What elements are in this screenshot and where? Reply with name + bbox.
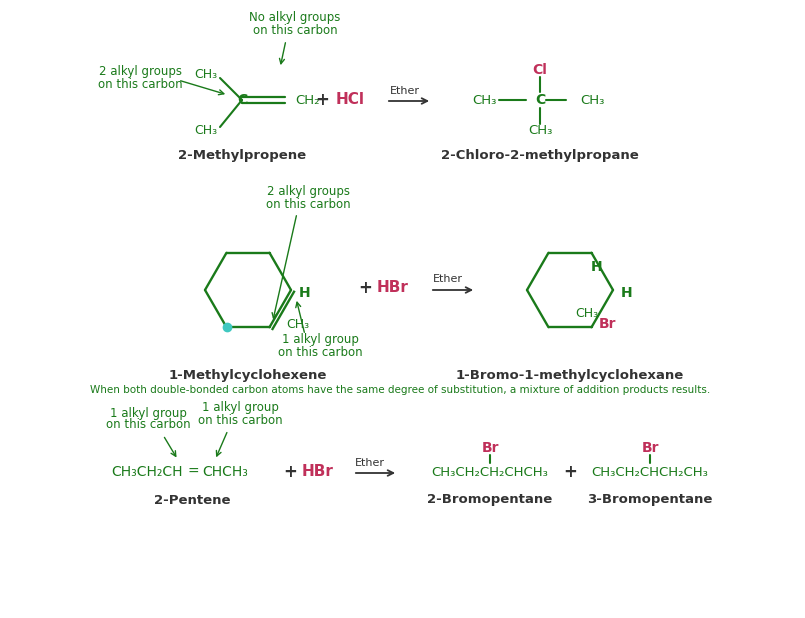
Text: +: +: [283, 463, 297, 481]
Text: 2-Methylpropene: 2-Methylpropene: [178, 148, 306, 161]
Text: +: +: [563, 463, 577, 481]
Text: 2-Chloro-2-methylpropane: 2-Chloro-2-methylpropane: [441, 148, 639, 161]
Text: =: =: [187, 465, 199, 479]
Text: CH₃: CH₃: [473, 93, 497, 106]
Text: Br: Br: [642, 441, 658, 455]
Text: CH₃: CH₃: [575, 307, 598, 320]
Text: on this carbon: on this carbon: [198, 413, 283, 426]
Text: C: C: [237, 93, 247, 107]
Text: 2-Bromopentane: 2-Bromopentane: [427, 494, 552, 507]
Text: 2 alkyl groups: 2 alkyl groups: [98, 66, 181, 78]
Text: on this carbon: on this carbon: [278, 345, 362, 358]
Text: CH₃CH₂CH₂CHCH₃: CH₃CH₂CH₂CHCH₃: [431, 465, 548, 478]
Text: HBr: HBr: [302, 465, 334, 480]
Text: +: +: [358, 279, 372, 297]
Text: H: H: [621, 286, 633, 300]
Text: C: C: [535, 93, 545, 107]
Text: H: H: [299, 286, 311, 300]
Text: CH₃: CH₃: [580, 93, 605, 106]
Text: HBr: HBr: [377, 281, 409, 295]
Text: When both double-bonded carbon atoms have the same degree of substitution, a mix: When both double-bonded carbon atoms hav…: [90, 385, 710, 395]
Text: 1 alkyl group: 1 alkyl group: [282, 334, 358, 347]
Text: Br: Br: [599, 317, 617, 331]
Text: on this carbon: on this carbon: [105, 418, 190, 431]
Text: Cl: Cl: [533, 63, 547, 77]
Text: on this carbon: on this carbon: [266, 198, 350, 211]
Text: CH₃CH₂CH: CH₃CH₂CH: [112, 465, 183, 479]
Text: 2-Pentene: 2-Pentene: [154, 494, 230, 507]
Text: 1 alkyl group: 1 alkyl group: [201, 402, 279, 415]
Text: on this carbon: on this carbon: [97, 77, 182, 90]
Text: +: +: [315, 91, 329, 109]
Text: 1-Methylcyclohexene: 1-Methylcyclohexene: [169, 368, 327, 381]
Text: 3-Bromopentane: 3-Bromopentane: [588, 494, 712, 507]
Text: CH₃: CH₃: [287, 318, 310, 331]
Text: CH₃: CH₃: [194, 124, 217, 137]
Text: Br: Br: [481, 441, 499, 455]
Text: Ether: Ether: [390, 86, 420, 96]
Text: HCl: HCl: [336, 93, 365, 108]
Text: CH₃: CH₃: [194, 67, 217, 80]
Text: H: H: [591, 260, 602, 274]
Text: No alkyl groups: No alkyl groups: [250, 12, 341, 25]
Text: CH₃CH₂CHCH₂CH₃: CH₃CH₂CHCH₂CH₃: [592, 465, 708, 478]
Text: CHCH₃: CHCH₃: [202, 465, 248, 479]
Text: CH₃: CH₃: [528, 124, 552, 137]
Text: 1-Bromo-1-methylcyclohexane: 1-Bromo-1-methylcyclohexane: [456, 368, 684, 381]
Text: 1 alkyl group: 1 alkyl group: [109, 407, 187, 420]
Text: CH₂: CH₂: [295, 93, 320, 106]
Text: Ether: Ether: [433, 274, 463, 284]
Text: Ether: Ether: [355, 458, 385, 468]
Text: on this carbon: on this carbon: [253, 23, 337, 36]
Text: 2 alkyl groups: 2 alkyl groups: [266, 185, 349, 198]
